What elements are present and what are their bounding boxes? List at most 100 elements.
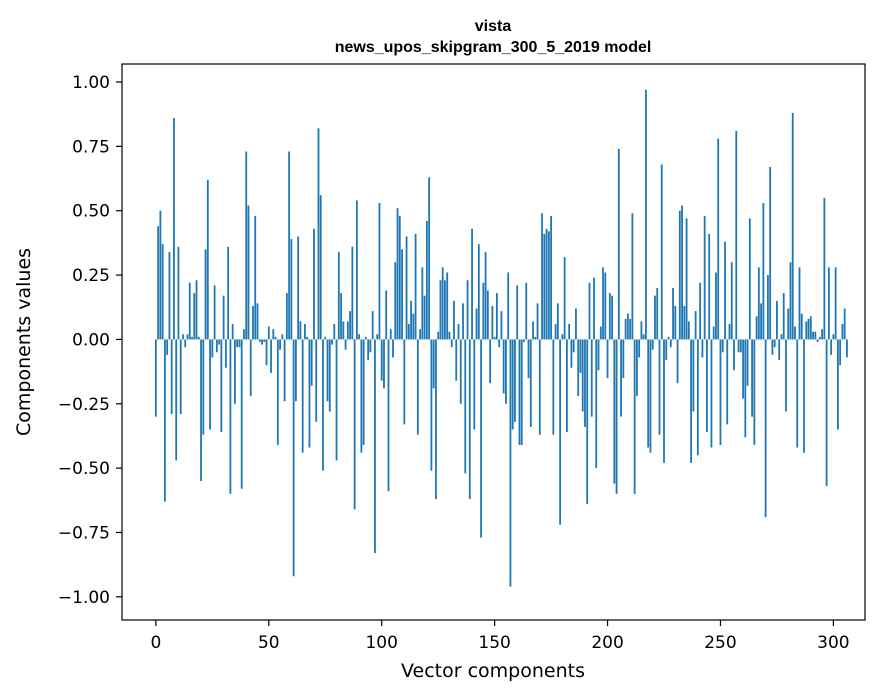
bar [209, 339, 211, 430]
bar [674, 305, 677, 340]
bar [349, 311, 351, 340]
y-tick-label: −1.00 [58, 588, 110, 608]
bar [624, 318, 627, 340]
bar [414, 233, 417, 340]
bar [410, 300, 412, 340]
bar [491, 305, 494, 340]
bar [401, 249, 403, 340]
bar [699, 282, 702, 340]
bar [663, 339, 665, 463]
bar [154, 339, 157, 417]
bar [514, 339, 516, 422]
bar [737, 339, 740, 353]
bar [197, 336, 200, 340]
bar [473, 339, 476, 430]
bar [387, 339, 390, 492]
bar [421, 267, 424, 340]
bar [812, 331, 814, 340]
bar [608, 293, 611, 340]
bar [161, 244, 164, 340]
bar [423, 295, 426, 340]
bar [405, 236, 408, 340]
chart-subtitle: news_upos_skipgram_300_5_2019 model [335, 39, 652, 56]
bar [333, 323, 336, 340]
bar [602, 267, 604, 340]
bar [267, 326, 270, 340]
bar [581, 339, 584, 412]
x-tick-label: 150 [478, 633, 510, 653]
bar [480, 339, 482, 538]
bar [678, 210, 681, 340]
bar [541, 213, 543, 340]
bar [468, 339, 471, 500]
bar [331, 339, 333, 345]
bar [340, 293, 342, 340]
bar [177, 246, 180, 340]
bar [507, 272, 510, 340]
bar [800, 313, 803, 340]
bar [301, 339, 304, 453]
bar [821, 329, 823, 340]
bar [771, 339, 774, 355]
bar [552, 339, 555, 435]
bar [315, 339, 318, 422]
bar [717, 138, 720, 340]
bar [186, 334, 189, 340]
bar [617, 148, 620, 340]
bar [446, 272, 449, 340]
bar [175, 339, 178, 461]
bar [200, 339, 202, 481]
bar [448, 331, 451, 340]
bar [425, 221, 428, 340]
bar [681, 205, 683, 340]
bar [818, 336, 821, 340]
bar [518, 339, 521, 445]
bar [374, 339, 376, 554]
bar [636, 339, 638, 397]
bar [773, 339, 776, 348]
bar [299, 321, 302, 340]
bar [755, 316, 758, 340]
bar [407, 323, 410, 340]
bar [168, 251, 171, 340]
bar [430, 339, 433, 471]
bar [543, 233, 546, 340]
bar [432, 339, 435, 389]
bar [412, 313, 415, 340]
bar [827, 267, 830, 340]
bar [798, 267, 801, 340]
bar [270, 339, 272, 373]
bar [730, 262, 733, 340]
x-tick-label: 0 [150, 633, 161, 653]
bar [550, 215, 552, 340]
bar [721, 339, 724, 353]
bar [182, 334, 184, 340]
bar [204, 249, 207, 340]
y-tick-label: 1.00 [72, 73, 110, 93]
bar [703, 215, 706, 340]
bar [164, 339, 166, 502]
bar [839, 339, 842, 366]
bar [495, 293, 498, 340]
bar [281, 334, 284, 340]
bar [261, 339, 263, 345]
bar [392, 339, 394, 358]
bar [509, 339, 512, 587]
bar [615, 339, 618, 494]
bar [665, 339, 668, 361]
bar [290, 239, 293, 340]
bar [344, 339, 347, 350]
bar [825, 339, 828, 487]
bar [166, 339, 169, 355]
bar [229, 339, 232, 494]
bar [706, 339, 708, 433]
bar [690, 339, 693, 463]
bar [744, 339, 747, 438]
bar [256, 303, 259, 340]
bar [708, 233, 711, 340]
bar [778, 339, 781, 361]
bar [310, 339, 313, 386]
bar [780, 334, 783, 340]
bar [159, 210, 162, 340]
bar [355, 200, 358, 340]
